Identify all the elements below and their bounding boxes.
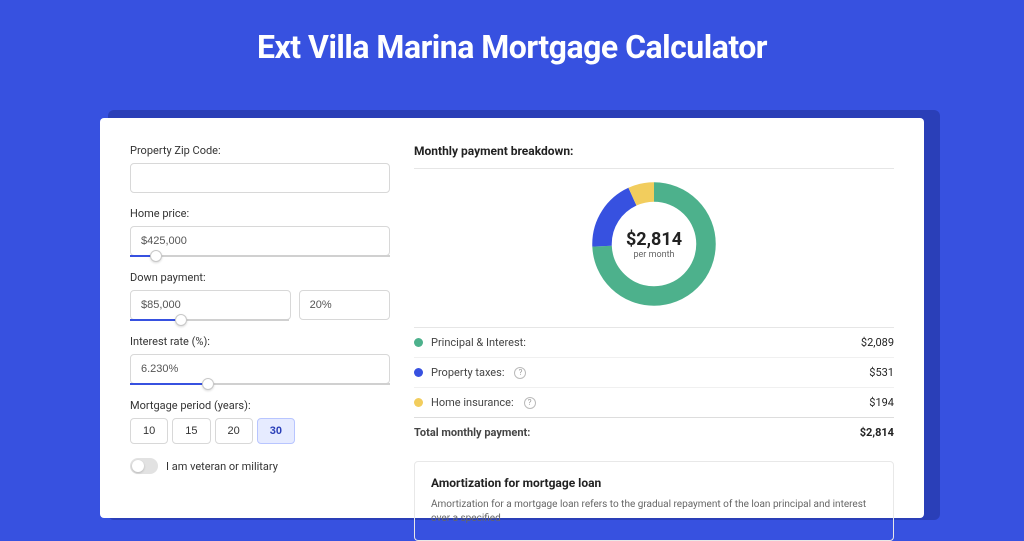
interest-rate-input[interactable] [130, 354, 390, 384]
interest-rate-slider[interactable] [130, 383, 390, 385]
amortization-box: Amortization for mortgage loan Amortizat… [414, 461, 894, 541]
down-payment-pct-input[interactable] [299, 290, 390, 320]
legend-row: Principal & Interest: $2,089 [414, 327, 894, 357]
period-button-10[interactable]: 10 [130, 418, 168, 444]
breakdown-title: Monthly payment breakdown: [414, 144, 894, 158]
donut-center: $2,814 per month [589, 179, 719, 309]
total-value: $2,814 [860, 426, 894, 439]
amortization-title: Amortization for mortgage loan [431, 476, 877, 490]
field-down-payment: Down payment: [130, 271, 390, 321]
breakdown-column: Monthly payment breakdown: $2,814 per mo… [414, 144, 894, 492]
legend-row-total: Total monthly payment: $2,814 [414, 417, 894, 447]
veteran-toggle[interactable] [130, 458, 158, 474]
divider [414, 168, 894, 169]
legend-dot [414, 368, 423, 377]
legend-row: Home insurance:? $194 [414, 387, 894, 417]
calculator-card: Property Zip Code: Home price: Down paym… [100, 118, 924, 518]
donut-sub: per month [633, 250, 674, 260]
legend-row: Property taxes:? $531 [414, 357, 894, 387]
total-label: Total monthly payment: [414, 426, 530, 439]
home-price-input[interactable] [130, 226, 390, 256]
info-icon[interactable]: ? [514, 367, 526, 379]
period-button-15[interactable]: 15 [172, 418, 210, 444]
veteran-label: I am veteran or military [166, 460, 278, 473]
veteran-toggle-row: I am veteran or military [130, 458, 390, 474]
page-title: Ext Villa Marina Mortgage Calculator [0, 0, 1024, 88]
field-interest-rate: Interest rate (%): [130, 335, 390, 385]
legend-label: Principal & Interest: [431, 336, 526, 349]
zip-label: Property Zip Code: [130, 144, 390, 157]
legend-dot [414, 398, 423, 407]
home-price-slider[interactable] [130, 255, 390, 257]
period-button-20[interactable]: 20 [215, 418, 253, 444]
slider-thumb[interactable] [150, 250, 162, 262]
period-button-30[interactable]: 30 [257, 418, 295, 444]
zip-input[interactable] [130, 163, 390, 193]
legend-value: $194 [869, 396, 894, 409]
field-mortgage-period: Mortgage period (years): 10152030 [130, 399, 390, 444]
info-icon[interactable]: ? [524, 397, 536, 409]
field-home-price: Home price: [130, 207, 390, 257]
mortgage-period-label: Mortgage period (years): [130, 399, 390, 412]
down-payment-slider[interactable] [130, 319, 289, 321]
donut-chart-wrap: $2,814 per month [414, 179, 894, 309]
home-price-label: Home price: [130, 207, 390, 220]
donut-chart: $2,814 per month [589, 179, 719, 309]
interest-rate-label: Interest rate (%): [130, 335, 390, 348]
down-payment-amount-input[interactable] [130, 290, 291, 320]
legend-value: $2,089 [861, 336, 894, 349]
legend-value: $531 [869, 366, 894, 379]
legend-dot [414, 338, 423, 347]
legend-label: Property taxes: [431, 366, 504, 379]
legend-label: Home insurance: [431, 396, 514, 409]
inputs-column: Property Zip Code: Home price: Down paym… [130, 144, 390, 492]
amortization-text: Amortization for a mortgage loan refers … [431, 498, 877, 526]
donut-amount: $2,814 [626, 229, 682, 250]
down-payment-label: Down payment: [130, 271, 390, 284]
field-zip: Property Zip Code: [130, 144, 390, 193]
slider-thumb[interactable] [175, 314, 187, 326]
slider-thumb[interactable] [202, 378, 214, 390]
